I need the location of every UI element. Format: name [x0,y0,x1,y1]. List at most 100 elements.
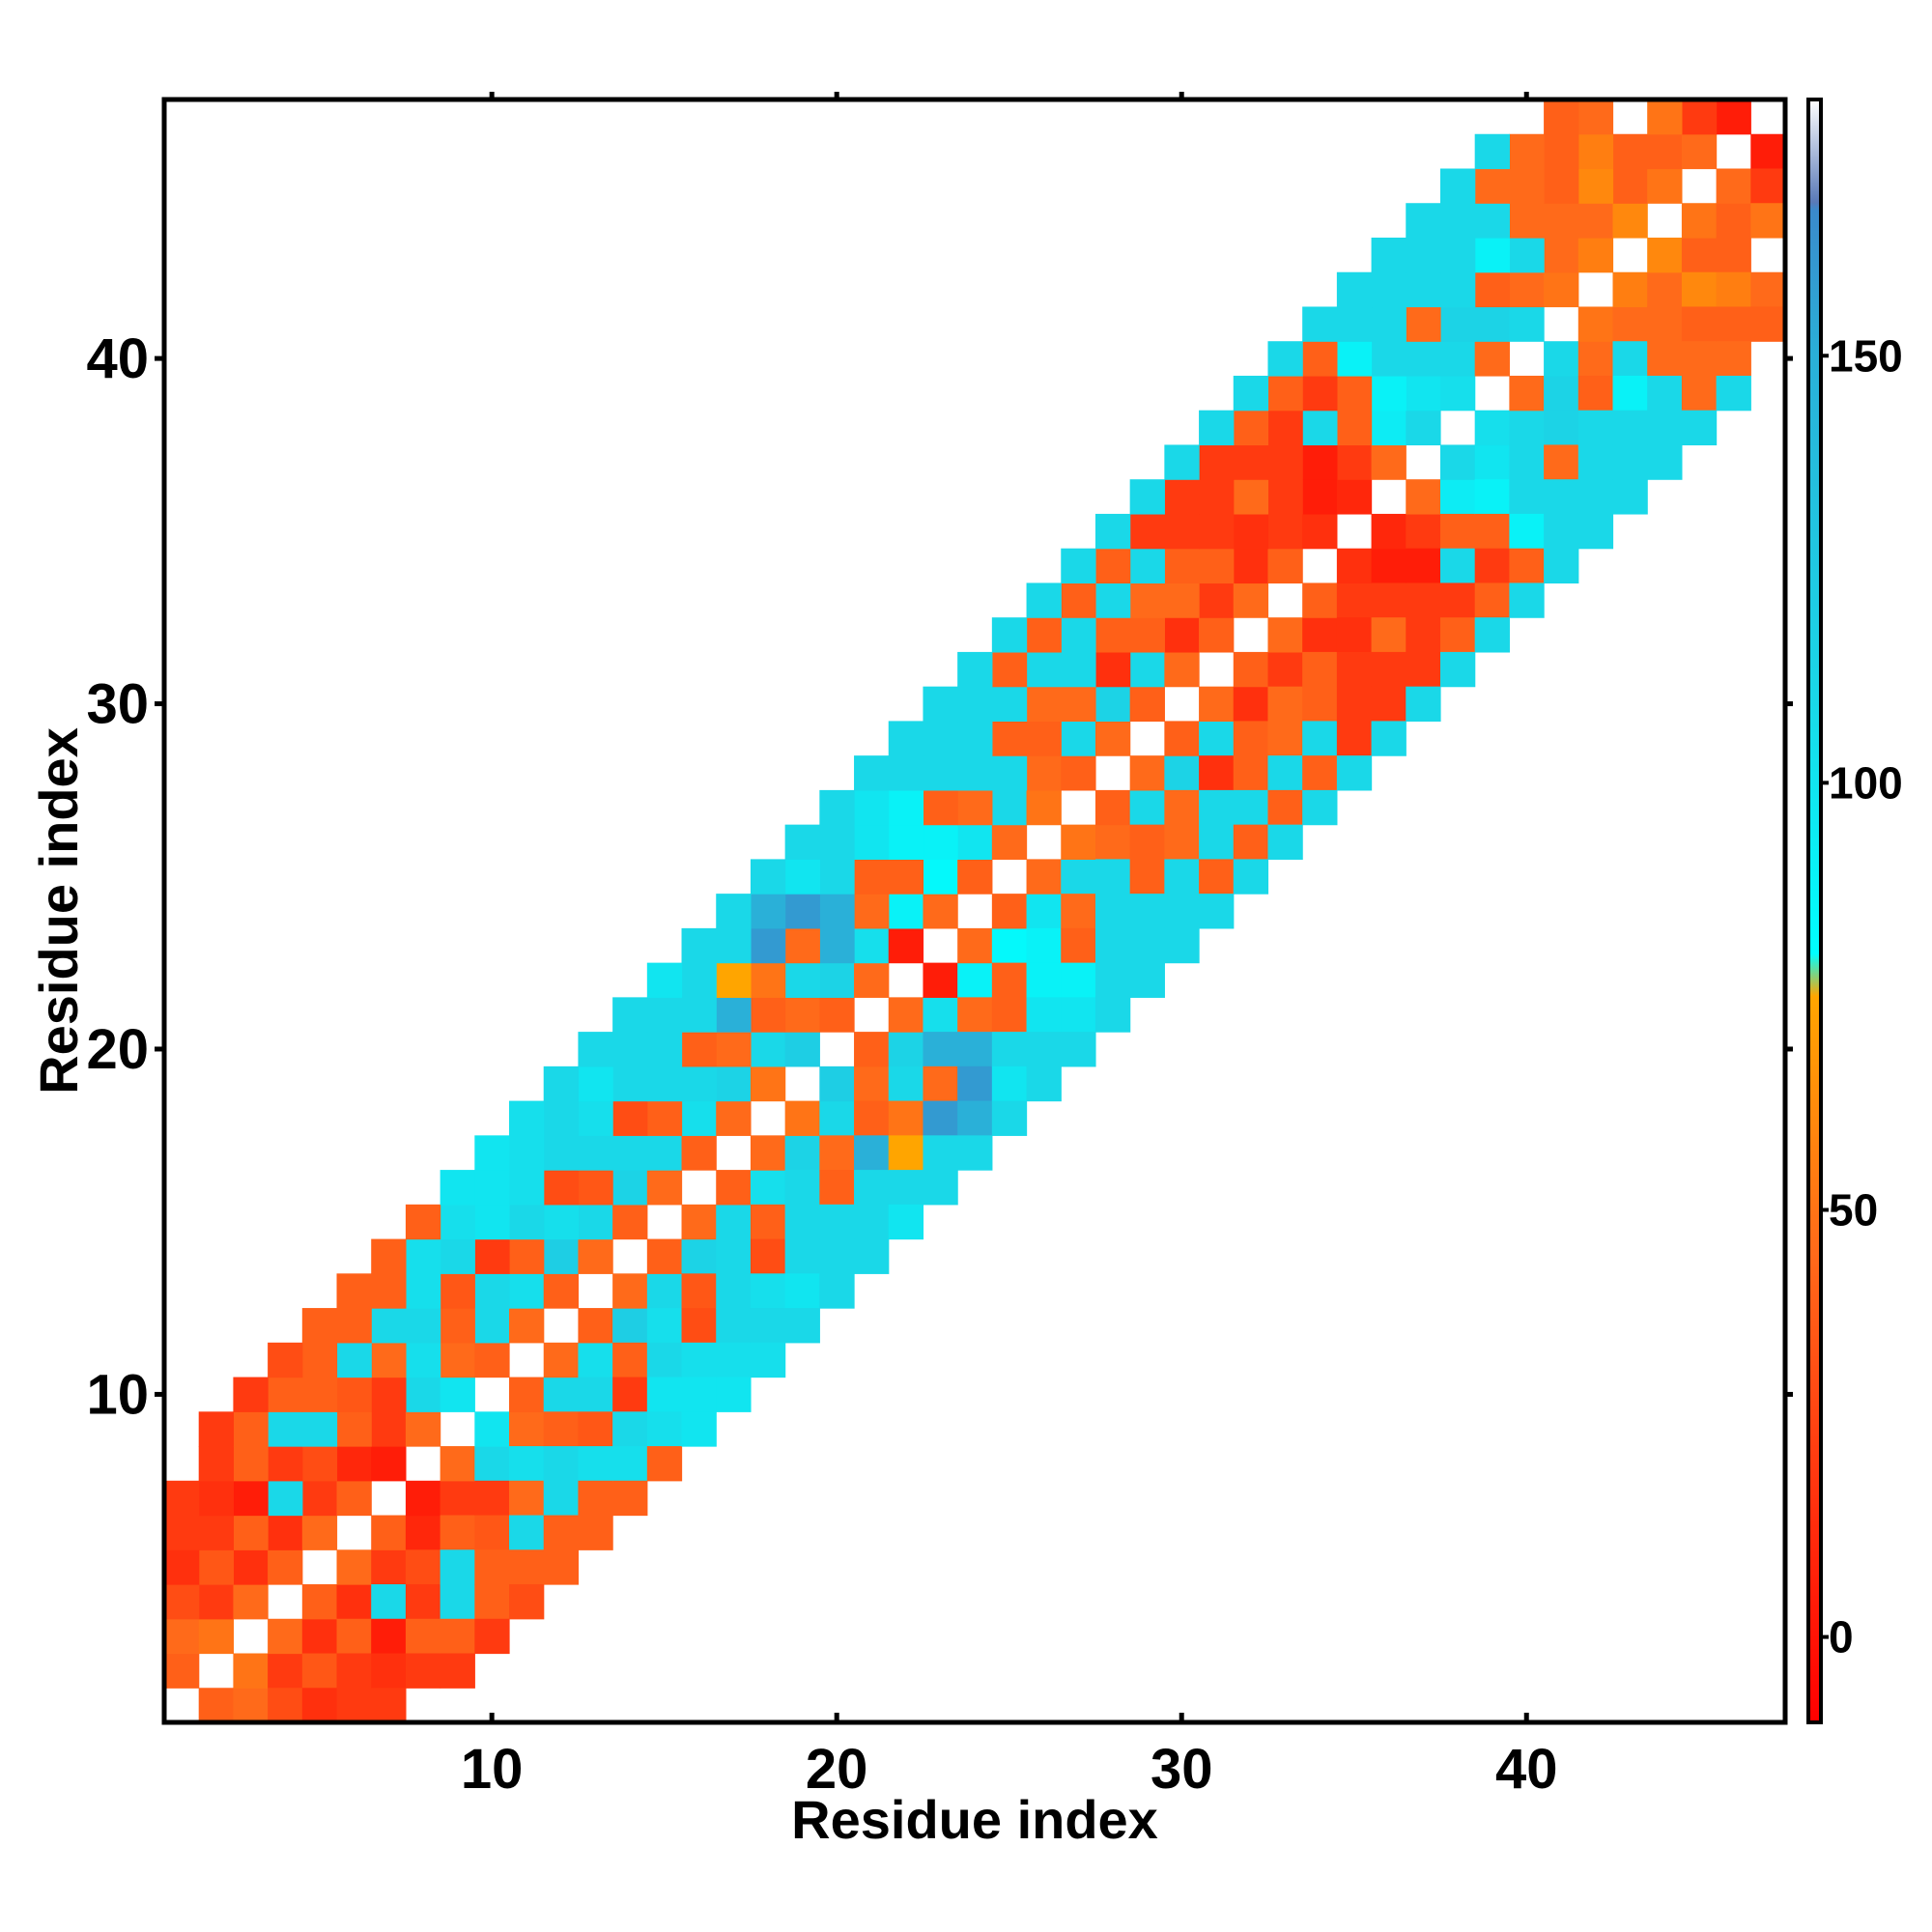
heatmap-cell [1233,410,1269,446]
heatmap-cell [164,1618,200,1655]
heatmap-cell [1199,686,1235,723]
heatmap-cell [509,1584,545,1620]
heatmap-cell [198,1515,235,1550]
heatmap-cell [1474,582,1510,618]
heatmap-cell [1094,789,1131,826]
heatmap-cell [405,1308,441,1344]
heatmap-cell [1302,617,1338,653]
heatmap-cell [1164,894,1200,929]
heatmap-cell [957,1100,993,1136]
heatmap-cell [1716,341,1751,377]
heatmap-cell [784,1308,820,1344]
heatmap-cell [509,1411,545,1447]
heatmap-cell [474,1238,510,1274]
heatmap-cell [336,1653,372,1689]
heatmap-cell [888,997,924,1033]
heatmap-cell [336,1584,372,1620]
heatmap-cell [1406,375,1441,412]
heatmap-cell [991,1032,1028,1067]
heatmap-cell [578,1170,613,1206]
heatmap-cell [1406,479,1441,515]
heatmap-cell [1577,410,1614,446]
heatmap-cell [301,1618,338,1655]
heatmap-cell [1750,203,1786,239]
heatmap-cell [474,1618,510,1655]
heatmap-cell [1612,271,1648,308]
colorbar-tick-label: 100 [1829,757,1903,808]
heatmap-cell [301,1584,338,1620]
heatmap-cell [612,1065,648,1102]
heatmap-cell [1336,582,1373,618]
heatmap-cell [1061,962,1096,998]
heatmap-cell [474,1273,510,1309]
heatmap-cell [612,1342,648,1378]
heatmap-cell [1267,651,1303,688]
heatmap-cell [1164,444,1200,480]
heatmap-cell [1577,444,1614,480]
heatmap-cell [336,1411,372,1447]
heatmap-cell [991,962,1028,998]
heatmap-cell [405,1480,441,1517]
heatmap-cell [991,1065,1028,1102]
heatmap-cell [1509,237,1545,273]
heatmap-cell [819,1100,855,1136]
heatmap-cell [1129,755,1165,791]
heatmap-cell [578,1342,613,1378]
heatmap-cell [1509,203,1545,239]
plot-frame [161,97,1788,1725]
heatmap-cell [1577,99,1614,135]
heatmap-cell [1681,410,1718,446]
heatmap-cell [164,1480,200,1517]
heatmap-cell [1233,513,1269,550]
heatmap-cell [440,1618,475,1655]
heatmap-cell [957,651,993,688]
heatmap-cell [1716,237,1751,273]
heatmap-cell [991,997,1028,1033]
heatmap-cell [509,1515,545,1550]
heatmap-cell [1129,927,1165,964]
heatmap-cell [716,1032,752,1067]
heatmap-cell [1509,582,1545,618]
heatmap-cell [164,1515,200,1550]
heatmap-cell [440,1515,475,1550]
heatmap-cell [268,1342,303,1378]
heatmap-cell [1336,341,1373,377]
heatmap-cell [612,1032,648,1067]
heatmap-cell [1681,271,1718,308]
heatmap-cell [440,1342,475,1378]
heatmap-cell [750,1342,786,1378]
heatmap-cell [716,1238,752,1274]
heatmap-cell [336,1273,372,1309]
heatmap-cell [474,1584,510,1620]
heatmap-cell [543,1065,580,1102]
heatmap-cell [1439,548,1476,584]
heatmap-cell [923,1135,958,1171]
heatmap-cell [1199,894,1235,929]
heatmap-cell [784,927,820,964]
heatmap-cell [268,1688,303,1723]
heatmap-cell [1544,479,1579,515]
heatmap-cell [1371,651,1406,688]
heatmap-cell [1267,375,1303,412]
heatmap-cell [854,927,890,964]
heatmap-cell [198,1618,235,1655]
heatmap-cell [923,997,958,1033]
heatmap-cell [1336,306,1373,342]
heatmap-cell [1061,894,1096,929]
heatmap-cell [578,1480,613,1517]
heatmap-cell [1026,962,1062,998]
heatmap-cell [578,1100,613,1136]
heatmap-cell [681,927,717,964]
heatmap-cell [474,1342,510,1378]
heatmap-cell [1544,133,1579,170]
heatmap-cell [1094,721,1131,756]
heatmap-cell [578,1515,613,1550]
heatmap-cell [405,1653,441,1689]
colorbar-tick-label: 0 [1829,1612,1854,1662]
heatmap-cell [612,1377,648,1412]
heatmap-cell [1474,168,1510,204]
heatmap-cell [1577,168,1614,204]
heatmap-cell [1474,341,1510,377]
heatmap-cell [854,962,890,998]
heatmap-cell [854,824,890,860]
